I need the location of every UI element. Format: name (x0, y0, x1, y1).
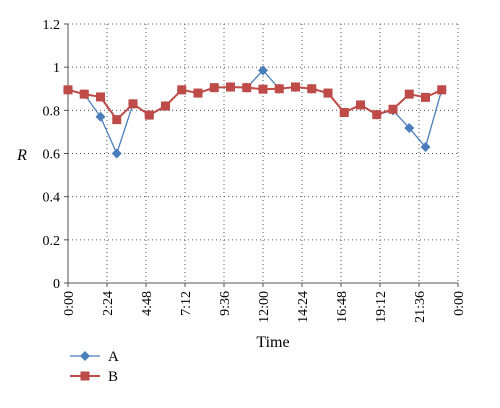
y-tick-label: 0 (53, 277, 60, 292)
series-b-point (339, 107, 349, 117)
series-b-point (291, 82, 300, 92)
series-a-point (420, 142, 431, 153)
x-tick-label: 9:36 (218, 291, 233, 316)
series-b-point (274, 84, 284, 94)
y-tick-label: 0.2 (43, 234, 61, 249)
axes (64, 23, 459, 287)
y-tick-label: 0.4 (43, 191, 61, 206)
x-tick-label: 0:00 (452, 291, 467, 316)
series-b-point (421, 92, 430, 102)
series-b-point (323, 88, 333, 98)
series-b-point (128, 99, 138, 109)
series-b-point (242, 83, 252, 93)
y-axis-title: R (16, 147, 27, 164)
series-b-point (404, 89, 414, 99)
series-b-point (258, 84, 268, 94)
y-tick-label: 0.6 (43, 148, 61, 163)
series (63, 65, 447, 159)
x-tick-label: 12:00 (257, 291, 272, 323)
series-b-line (67, 86, 443, 122)
legend-label-b: B (108, 369, 118, 385)
y-tick-label: 1 (53, 61, 60, 76)
series-b-point (226, 82, 235, 92)
legend-marker-a (80, 351, 90, 361)
x-axis-title: Time (256, 334, 289, 351)
legend-marker-b (80, 371, 90, 381)
series-b-point (96, 92, 105, 102)
series-b-point (209, 83, 219, 93)
x-tick-label: 0:00 (62, 291, 77, 316)
series-a-point (404, 123, 415, 134)
series-a-point (95, 111, 106, 122)
series-b-point (63, 85, 73, 95)
series-b-point (161, 101, 170, 111)
x-tick-label: 4:48 (140, 291, 155, 316)
series-a-point (111, 148, 122, 159)
series-b-point (307, 84, 317, 94)
series-b-point (356, 100, 365, 110)
x-tick-label: 21:36 (413, 291, 428, 323)
series-b-point (437, 85, 447, 95)
x-tick-label: 16:48 (335, 291, 350, 323)
grid (68, 23, 459, 283)
series-b-point (177, 85, 187, 95)
series-b (63, 82, 447, 125)
x-tick-label: 19:12 (374, 291, 389, 323)
legend: AB (70, 349, 119, 385)
legend-item-b: B (70, 369, 118, 385)
x-tick-label: 2:24 (101, 291, 116, 316)
y-tick-label: 0.8 (43, 104, 61, 119)
x-tick-label: 14:24 (296, 291, 311, 323)
series-b-point (388, 104, 398, 114)
series-b-point (193, 88, 203, 98)
y-tick-label: 1.2 (43, 18, 61, 33)
series-b-point (112, 115, 122, 125)
legend-label-a: A (108, 349, 119, 365)
tick-labels: 0 0.2 0.4 0.6 0.8 1 1.2 0:00 2:24 4:48 7:12 9:36 12:… (43, 18, 468, 323)
series-b-point (144, 110, 154, 120)
series-b-point (79, 89, 89, 99)
legend-item-a: A (70, 349, 119, 365)
series-a-point (258, 65, 268, 76)
x-tick-label: 7:12 (179, 291, 194, 316)
series-b-point (372, 110, 382, 120)
